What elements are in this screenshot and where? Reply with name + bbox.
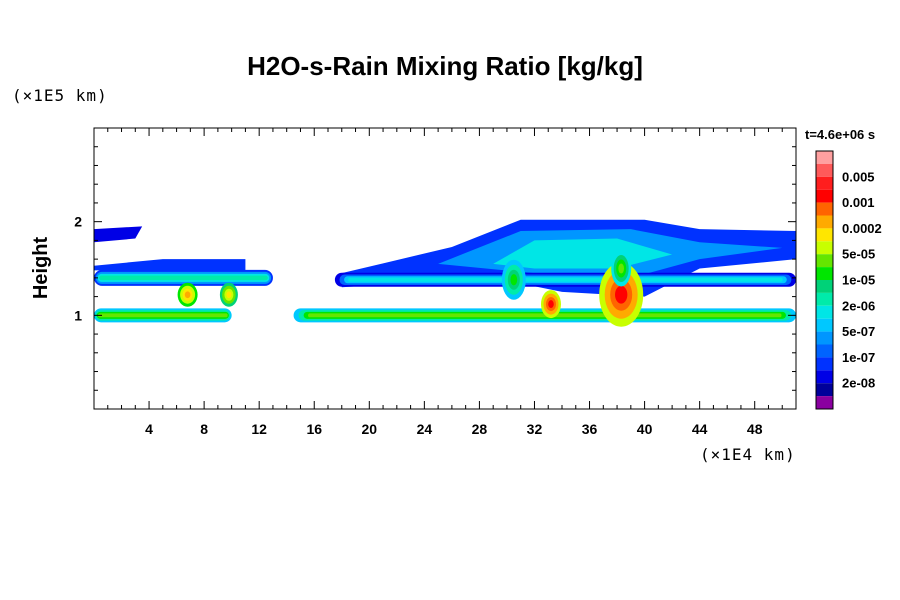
- colorbar-swatch-15: [816, 344, 833, 358]
- mixing-ratio-field: [94, 219, 796, 327]
- convective-core-1: [540, 290, 561, 319]
- upper-thin-layer-shape: [94, 226, 143, 243]
- x-tick-label-24: 24: [417, 421, 433, 437]
- colorbar-swatch-14: [816, 331, 833, 345]
- colorbar-label-9: 1e-05: [842, 273, 875, 288]
- mid-layer-left-level-3: [99, 275, 268, 281]
- chart-title: H2O-s-Rain Mixing Ratio [kg/kg]: [247, 51, 643, 81]
- convective-core-column-level-3: [618, 263, 624, 274]
- x-tick-label-28: 28: [472, 421, 488, 437]
- colorbar-label-13: 5e-07: [842, 324, 875, 339]
- x-tick-label-20: 20: [362, 421, 378, 437]
- x-tick-label-16: 16: [306, 421, 322, 437]
- colorbar-swatch-13: [816, 318, 833, 332]
- x-tick-label-12: 12: [251, 421, 267, 437]
- colorbar-swatch-12: [816, 305, 833, 319]
- colorbar-label-17: 2e-08: [842, 376, 875, 391]
- x-tick-label-44: 44: [692, 421, 708, 437]
- time-label: t=4.6e+06 s: [805, 127, 875, 142]
- colorbar-frame: [815, 150, 834, 410]
- convective-core-1-level-3: [548, 300, 554, 309]
- colorbar-swatch-1: [816, 163, 833, 177]
- upper-thin-layer: [94, 226, 143, 243]
- colorbar-label-3: 0.001: [842, 195, 875, 210]
- convective-core-2: [599, 262, 644, 327]
- y-tick-label-1: 1: [74, 307, 82, 323]
- convective-core-mid-level-3: [510, 274, 518, 286]
- colorbar-swatch-11: [816, 292, 833, 306]
- convective-core-column: [611, 250, 632, 287]
- low-layer-right-level-3: [308, 313, 782, 318]
- low-layer-level-3: [97, 313, 228, 318]
- x-axis-unit: (×1E4 km): [700, 445, 796, 464]
- colorbar-swatch-7: [816, 241, 833, 255]
- colorbar-swatch-17: [816, 370, 833, 384]
- colorbar-swatch-0: [816, 151, 833, 164]
- x-tick-label-32: 32: [527, 421, 543, 437]
- low-layer: [94, 308, 232, 323]
- mid-layer-left-cap-shape: [94, 259, 246, 271]
- convective-core-left-a: [177, 282, 198, 307]
- x-tick-label-48: 48: [747, 421, 763, 437]
- x-tick-label-8: 8: [200, 421, 208, 437]
- colorbar-swatch-4: [816, 202, 833, 216]
- colorbar-swatch-5: [816, 215, 833, 229]
- convective-core-left-b-level-3: [226, 291, 232, 299]
- colorbar-swatch-10: [816, 280, 833, 293]
- colorbar: 0.005 0.001 0.0002 5e-05 1e-05 2e-06 5e-07 1e-0…: [815, 150, 882, 410]
- convective-core-2-level-3: [615, 285, 628, 304]
- y-axis-unit: (×1E5 km): [12, 86, 108, 105]
- convective-core-left-a-level-3: [184, 291, 191, 299]
- colorbar-label-11: 2e-06: [842, 298, 875, 313]
- y-tick-label-2: 2: [74, 214, 82, 230]
- y-axis-label: Height: [30, 237, 52, 300]
- colorbar-swatch-19: [816, 396, 833, 409]
- colorbar-swatch-16: [816, 357, 833, 371]
- colorbar-swatch-8: [816, 254, 833, 268]
- colorbar-swatch-18: [816, 383, 833, 397]
- colorbar-label-15: 1e-07: [842, 350, 875, 365]
- colorbar-swatch-2: [816, 176, 833, 190]
- colorbar-label-1: 0.005: [842, 169, 875, 184]
- colorbar-swatch-6: [816, 228, 833, 242]
- colorbar-swatch-3: [816, 189, 833, 203]
- colorbar-label-7: 5e-05: [842, 247, 875, 262]
- colorbar-swatch-9: [816, 267, 833, 280]
- low-layer-right: [293, 308, 796, 323]
- mid-layer-right-level-3: [348, 277, 783, 282]
- convective-core-mid: [501, 259, 526, 300]
- convective-core-left-b: [219, 282, 238, 307]
- x-tick-label-4: 4: [145, 421, 153, 437]
- colorbar-label-5: 0.0002: [842, 221, 882, 236]
- x-tick-label-40: 40: [637, 421, 653, 437]
- plot-frame: [93, 127, 797, 410]
- x-tick-label-36: 36: [582, 421, 598, 437]
- mid-layer-right: [334, 272, 796, 287]
- mid-layer-left-cap: [94, 259, 246, 271]
- mid-layer-left: [94, 269, 273, 286]
